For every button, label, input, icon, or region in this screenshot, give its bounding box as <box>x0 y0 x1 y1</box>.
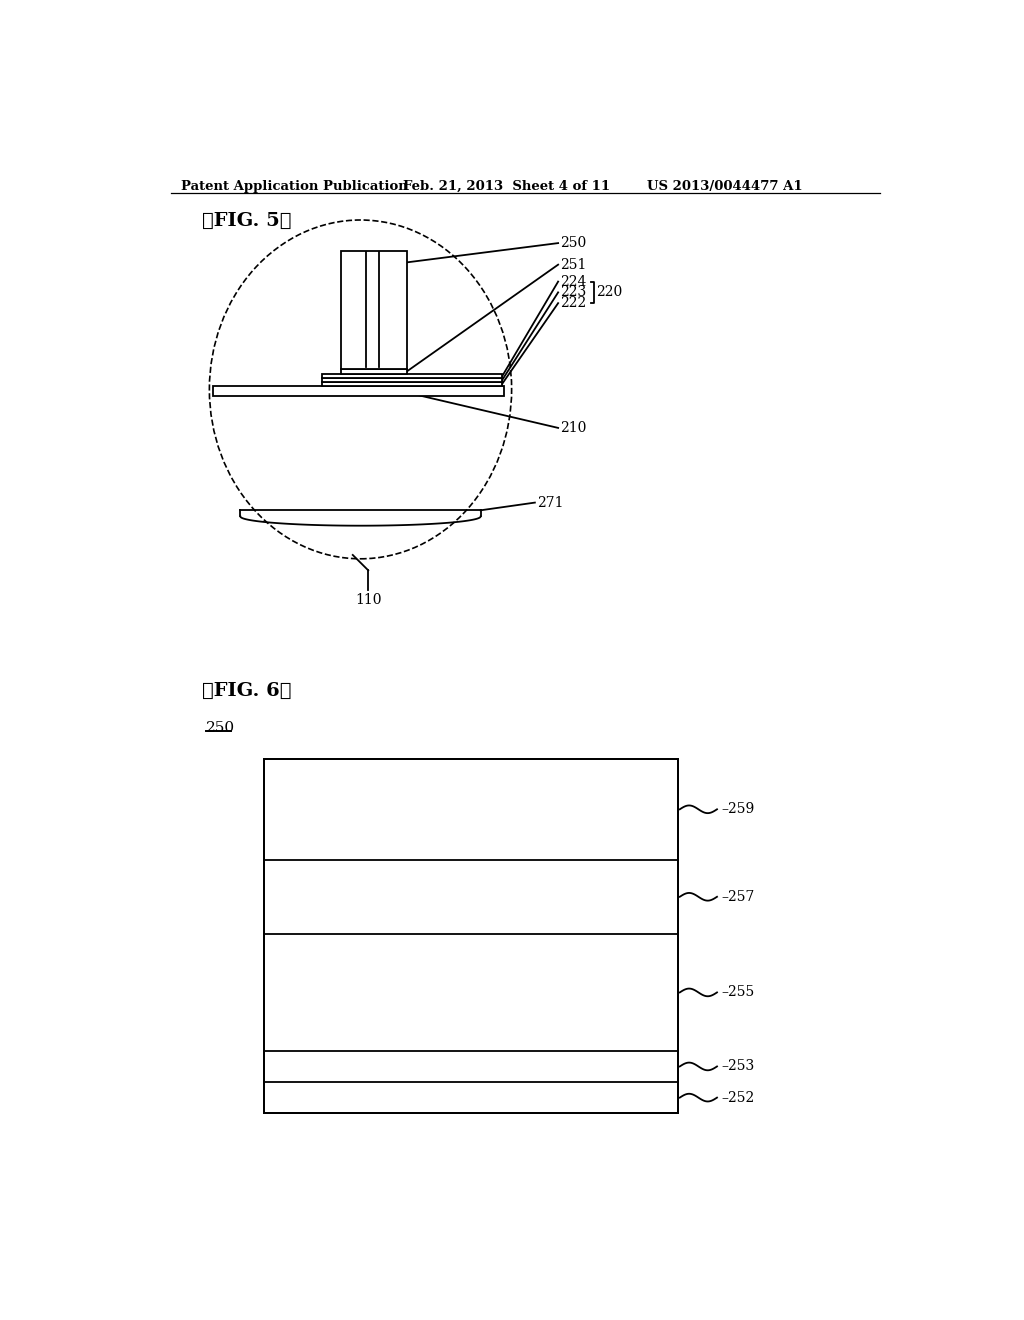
Text: –255: –255 <box>722 986 755 999</box>
Bar <box>341 368 407 374</box>
Bar <box>263 759 678 1113</box>
Bar <box>322 378 503 381</box>
Text: Feb. 21, 2013  Sheet 4 of 11: Feb. 21, 2013 Sheet 4 of 11 <box>403 180 610 193</box>
Text: 223: 223 <box>560 285 587 300</box>
Bar <box>322 381 503 385</box>
Text: 222: 222 <box>560 296 587 310</box>
Text: –253: –253 <box>722 1060 755 1073</box>
Text: –257: –257 <box>722 890 755 904</box>
Text: –252: –252 <box>722 1090 755 1105</box>
Text: US 2013/0044477 A1: US 2013/0044477 A1 <box>647 180 803 193</box>
Text: –259: –259 <box>722 803 755 816</box>
Text: 250: 250 <box>560 236 587 249</box>
Text: 【FIG. 6】: 【FIG. 6】 <box>202 682 291 700</box>
Text: 110: 110 <box>355 594 382 607</box>
Text: Patent Application Publication: Patent Application Publication <box>180 180 408 193</box>
Bar <box>341 251 407 368</box>
Text: 224: 224 <box>560 275 587 289</box>
Text: 250: 250 <box>206 721 234 734</box>
Bar <box>213 385 504 396</box>
Text: 220: 220 <box>596 285 623 300</box>
Bar <box>322 374 503 378</box>
Text: 210: 210 <box>560 421 587 434</box>
Text: 【FIG. 5】: 【FIG. 5】 <box>202 213 291 230</box>
Text: 271: 271 <box>538 495 563 510</box>
Text: 251: 251 <box>560 257 587 272</box>
